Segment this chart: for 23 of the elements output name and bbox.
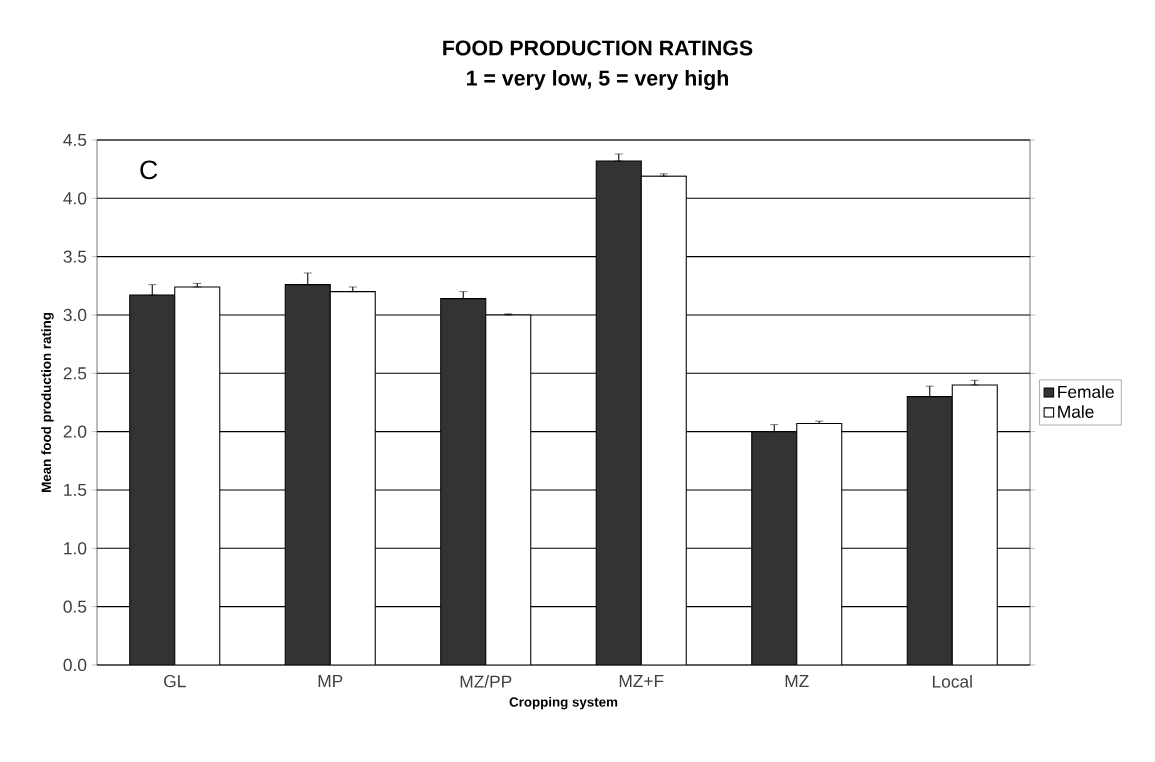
x-tick-label: MZ/PP <box>460 675 512 688</box>
y-tick-label: 1.5 <box>64 483 87 497</box>
annotation: C <box>140 160 158 180</box>
x-tick-label: MZ+F <box>619 675 664 687</box>
chart-title: FOOD PRODUCTION RATINGS <box>443 40 753 56</box>
y-tick-label: 4.5 <box>63 133 87 147</box>
y-tick-label: 4.0 <box>63 192 87 205</box>
y-tick-label: 2.0 <box>63 425 87 438</box>
x-tick-label: MP <box>318 675 343 687</box>
y-tick-label: 0.5 <box>63 600 87 613</box>
legend-label: Female <box>1058 385 1114 398</box>
legend-label: Male <box>1058 405 1094 418</box>
chart-subtitle: 1 = very low, 5 = very high <box>467 70 728 90</box>
y-tick-label: 3.5 <box>63 250 87 263</box>
y-axis-title: Mean food production rating <box>41 313 54 492</box>
x-tick-label: Local <box>932 675 972 688</box>
y-tick-label: 0.0 <box>63 658 87 672</box>
y-tick-label: 3.0 <box>63 308 87 322</box>
x-tick-label: MZ <box>785 675 809 687</box>
x-tick-label: GL <box>164 675 186 688</box>
y-tick-label: 1.0 <box>64 542 87 555</box>
x-axis-title: Cropping system <box>509 696 618 710</box>
y-tick-label: 2.5 <box>63 367 87 380</box>
